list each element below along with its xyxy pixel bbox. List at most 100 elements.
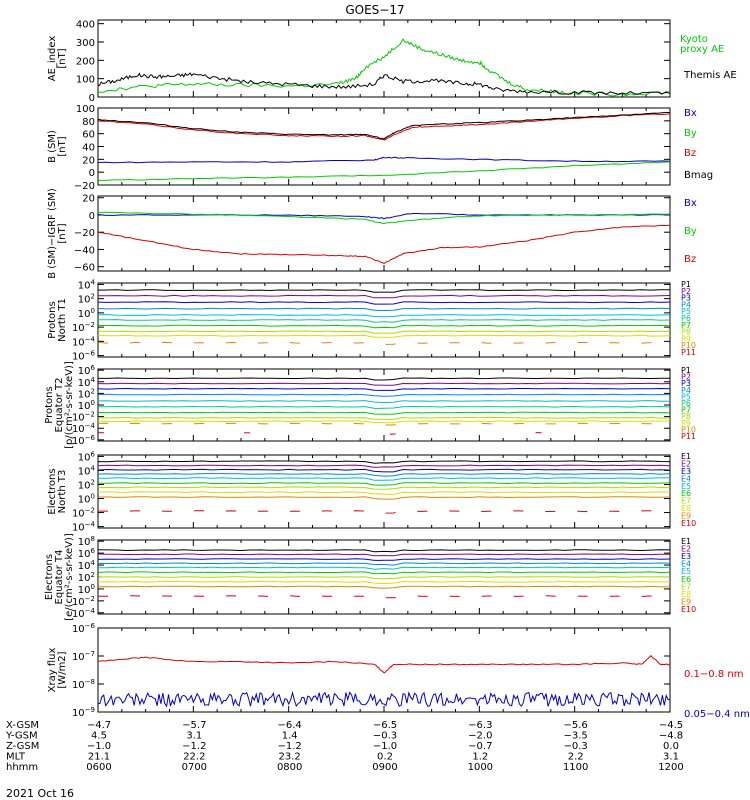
x-axis-table: X-GSM −4.7 −5.7 −6.4 −6.5 −6.3 −5.6 −4.5 Y-GSM 4.… [5, 720, 684, 773]
series-line [97, 468, 671, 473]
legend-entry: P10 [681, 425, 696, 434]
series-line [97, 571, 671, 575]
x-axis-value: −2.0 [468, 731, 492, 742]
date-label: 2021 Oct 16 [6, 787, 74, 800]
x-axis-value: −5.7 [182, 720, 206, 731]
legend-entry: proxy AE [680, 44, 724, 55]
y-tick-label: −20 [74, 228, 95, 239]
series-line [97, 416, 670, 420]
y-axis-label: North T3 [57, 470, 68, 514]
series-line [97, 393, 671, 397]
x-axis-value: −0.7 [468, 741, 492, 752]
x-axis-value: −4.8 [659, 731, 683, 742]
x-axis-row-label: X-GSM [6, 720, 39, 731]
legend-entry: P1 [681, 280, 691, 289]
y-tick-label: 100 [76, 75, 95, 86]
x-axis-value: 1200 [658, 762, 683, 773]
x-axis-value: 3.1 [186, 731, 202, 742]
y-axis-label: North T1 [57, 298, 68, 342]
y-tick-label: 300 [76, 38, 95, 49]
legend-entry: E8 [681, 590, 691, 599]
legend-entry: P11 [681, 348, 696, 357]
y-tick-label: 60 [82, 130, 95, 141]
x-axis-value: −6.4 [278, 720, 302, 731]
legend-entry: E2 [681, 545, 691, 554]
legend-entry: P6 [681, 314, 691, 323]
y-axis-label: [p/(cm²-s-sr-keV)] [64, 361, 75, 449]
series-line [97, 387, 671, 391]
y-axis-label: [e/(cm²-s-sr-keV)] [64, 533, 75, 621]
legend-entry: 0.1−0.8 nm [684, 669, 743, 680]
series-line [97, 464, 671, 468]
series-line [97, 477, 671, 481]
y-tick-label: 40 [82, 143, 95, 154]
x-axis-value: 23.2 [279, 752, 301, 763]
x-axis-value: 0800 [277, 762, 302, 773]
legend-entry: Bz [684, 254, 696, 265]
legend-entry: P6 [681, 399, 691, 408]
y-axis-label: AE_index [47, 36, 58, 82]
y-axis-label: [nT] [57, 48, 68, 68]
legend-entry: E7 [681, 582, 691, 591]
series-line [97, 156, 671, 164]
series-line [97, 496, 671, 500]
x-axis-value: 2.2 [568, 752, 584, 763]
x-axis-value: 0700 [182, 762, 207, 773]
legend-entry: P5 [681, 392, 691, 401]
x-axis-value: −6.5 [373, 720, 397, 731]
series-line [97, 690, 671, 708]
x-axis-value: −5.6 [564, 720, 588, 731]
legend-entry: 0.05−0.4 nm [684, 709, 750, 720]
series-line [97, 72, 671, 95]
legend-entry: E4 [681, 560, 691, 569]
legend-entry: E2 [681, 459, 691, 468]
legend-entry: P10 [681, 341, 696, 350]
x-axis-value: −6.3 [468, 720, 492, 731]
series-line [97, 324, 671, 329]
y-tick-label: 100 [76, 104, 95, 115]
series-line [97, 112, 670, 140]
legend-entry: P2 [681, 373, 691, 382]
legend-entry: P9 [681, 334, 691, 343]
legend-entry: Bz [684, 148, 696, 159]
series-line [97, 585, 671, 589]
legend-entry: E5 [681, 567, 691, 576]
x-axis-value: 0900 [372, 762, 397, 773]
x-axis-value: −1.0 [373, 741, 397, 752]
series-line [97, 576, 671, 580]
x-axis-value: −4.7 [87, 720, 111, 731]
series-line [97, 553, 671, 557]
series-line [97, 491, 670, 495]
x-axis-value: 4.5 [91, 731, 107, 742]
legend-entry: E8 [681, 504, 691, 513]
y-axis-label: [nT] [57, 136, 68, 156]
legend-entry: P7 [681, 406, 691, 415]
series-line [98, 566, 671, 570]
legend-entry: E3 [681, 552, 691, 561]
y-tick-label: −60 [74, 263, 95, 274]
legend-entry: E1 [681, 452, 691, 461]
legend-entry: Bx [684, 198, 697, 209]
series-line [97, 38, 671, 97]
y-tick-label: 0 [89, 168, 95, 179]
series-line [98, 405, 671, 409]
legend-entry: By [684, 226, 697, 237]
series-line [97, 330, 671, 334]
series-line [97, 289, 671, 293]
x-axis-row-label: Z-GSM [6, 741, 39, 752]
y-tick-label: 200 [76, 56, 95, 67]
y-axis-label: Equator T2 [54, 378, 65, 433]
series-line [97, 382, 671, 386]
x-axis-value: 1100 [563, 762, 588, 773]
series-line [97, 294, 671, 299]
legend-entry: P3 [681, 379, 691, 388]
x-axis-value: −1.2 [278, 741, 302, 752]
series-line [98, 654, 671, 674]
legend-entry: E6 [681, 575, 691, 584]
